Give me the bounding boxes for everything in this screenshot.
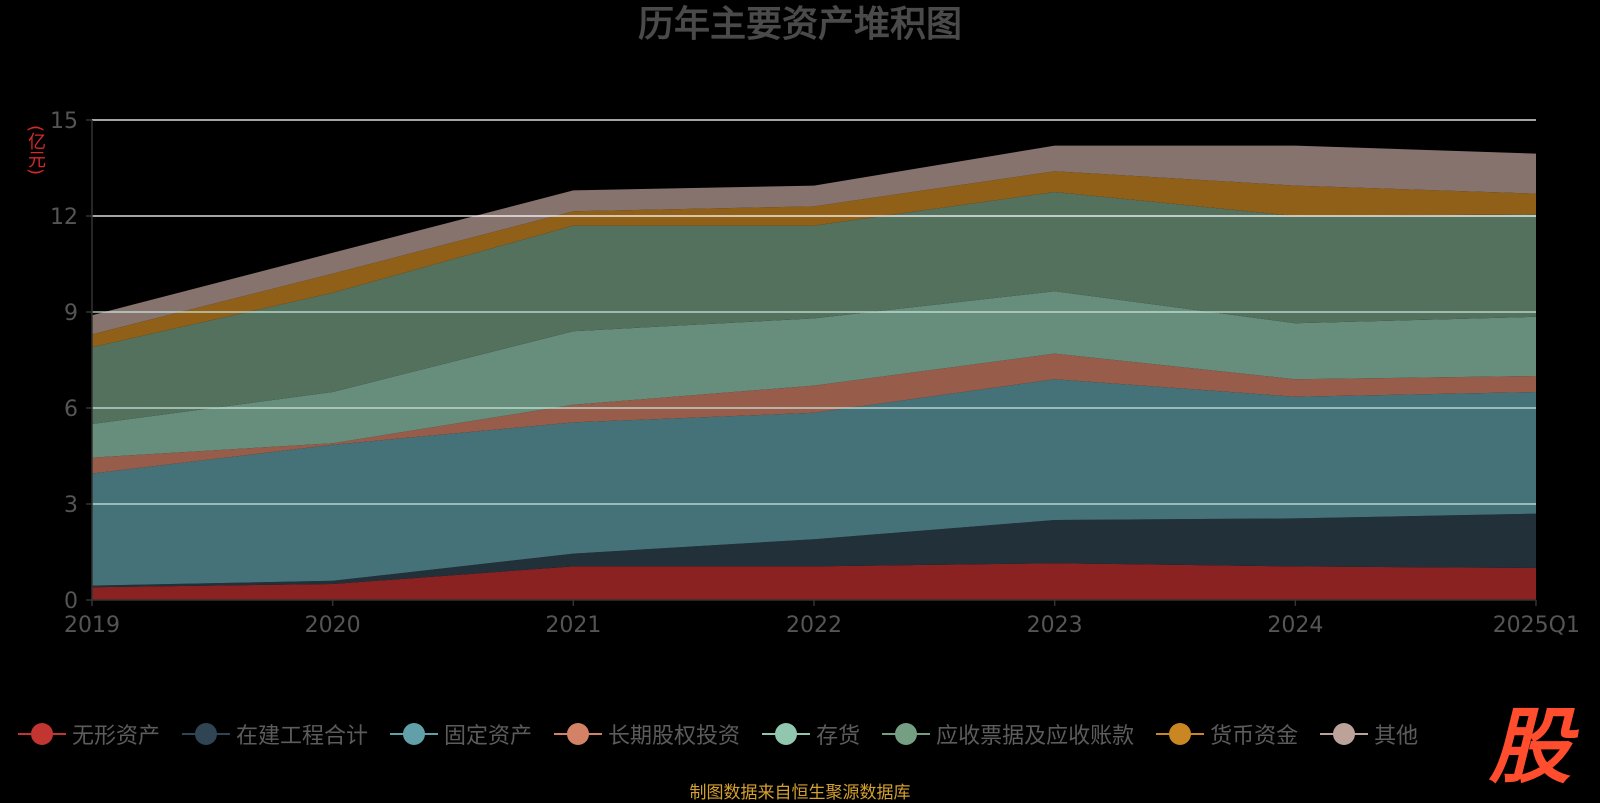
legend-label: 货币资金 — [1210, 724, 1299, 749]
x-tick-label: 2019 — [64, 613, 120, 638]
legend-label: 无形资产 — [72, 724, 161, 749]
legend-item[interactable]: 应收票据及应收账款 — [882, 718, 1134, 750]
legend-marker-icon — [390, 722, 439, 746]
x-tick-label: 2023 — [1027, 613, 1083, 638]
area-series-0 — [92, 563, 1536, 600]
y-tick-label: 3 — [64, 493, 78, 518]
y-tick-label: 6 — [64, 397, 78, 422]
area-series-4 — [92, 291, 1536, 458]
y-tick-label: 12 — [50, 205, 78, 230]
area-series-2 — [92, 379, 1536, 586]
legend-item[interactable]: 长期股权投资 — [554, 718, 740, 750]
y-tick-label: 15 — [50, 109, 78, 134]
legend-item[interactable]: 其他 — [1320, 718, 1418, 750]
area-series-1 — [92, 513, 1536, 588]
legend-label: 在建工程合计 — [236, 724, 369, 749]
grid-lines — [92, 119, 1536, 505]
area-series-5 — [92, 192, 1536, 424]
legend-item[interactable]: 存货 — [762, 718, 860, 750]
legend-item[interactable]: 货币资金 — [1156, 718, 1298, 750]
data-source-note: 制图数据来自恒生聚源数据库 — [689, 783, 911, 803]
x-tick-label: 2025Q1 — [1493, 613, 1580, 638]
area-series-3 — [92, 353, 1536, 474]
legend-item[interactable]: 在建工程合计 — [182, 718, 368, 750]
x-tick-label: 2024 — [1267, 613, 1323, 638]
legend-label: 长期股权投资 — [608, 724, 741, 749]
legend-label: 其他 — [1374, 724, 1419, 749]
legend-marker-icon — [182, 722, 231, 746]
legend-marker-icon — [882, 722, 931, 746]
legend: 无形资产 在建工程合计 固定资产 长期股权投资 存货 应收票据及应收账款 货币资金 其他 — [18, 716, 1440, 752]
legend-label: 存货 — [816, 724, 861, 749]
legend-marker-icon — [1156, 722, 1205, 746]
legend-label: 应收票据及应收账款 — [936, 724, 1135, 749]
legend-item[interactable]: 固定资产 — [390, 718, 532, 750]
x-tick-label: 2022 — [786, 613, 842, 638]
x-tick-label: 2021 — [545, 613, 601, 638]
legend-marker-icon — [554, 722, 603, 746]
y-axis-unit: (亿元) — [25, 124, 46, 176]
legend-marker-icon — [1320, 722, 1369, 746]
area-series-7 — [92, 145, 1536, 335]
axes — [86, 119, 1537, 606]
legend-label: 固定资产 — [444, 724, 533, 749]
legend-marker-icon — [18, 722, 66, 746]
legend-item[interactable]: 无形资产 — [18, 718, 160, 750]
legend-marker-icon — [762, 722, 811, 746]
area-layers — [92, 145, 1536, 600]
y-tick-label: 0 — [64, 589, 78, 614]
logo-mark: 股 — [1480, 706, 1580, 790]
chart-title: 历年主要资产堆积图 — [637, 4, 962, 45]
x-tick-label: 2020 — [305, 613, 361, 638]
tick-labels: 0 3 6 9 12 15 2019 2020 2021 2022 2023 2024 2025Q1 — [50, 109, 1580, 638]
y-tick-label: 9 — [64, 301, 78, 326]
